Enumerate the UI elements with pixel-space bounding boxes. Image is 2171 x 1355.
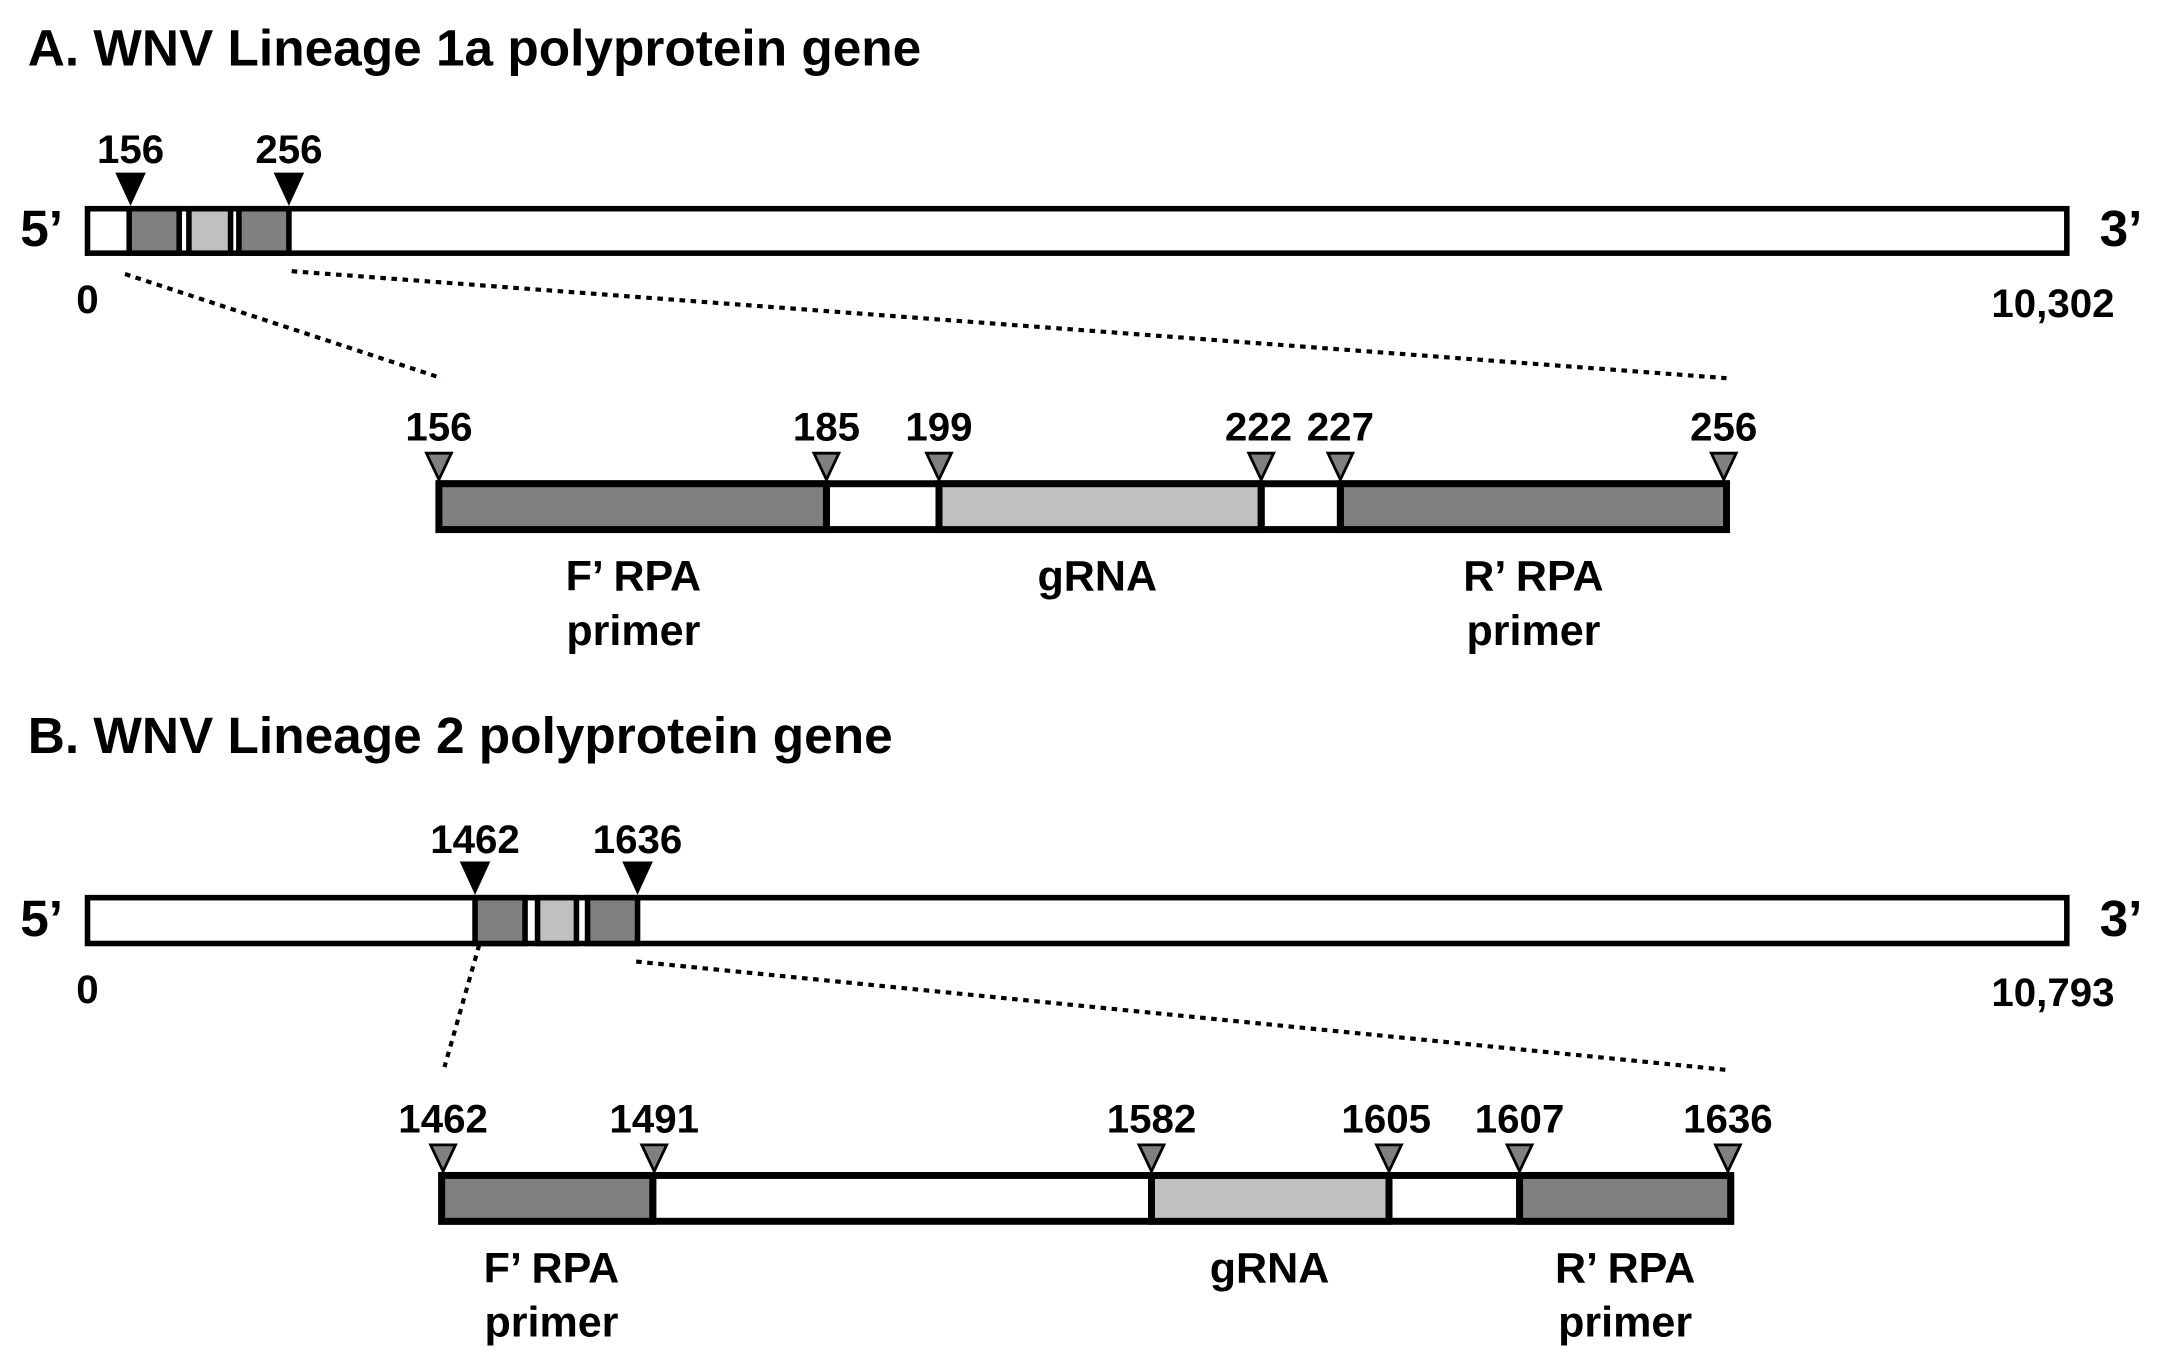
zoom-marker bbox=[811, 451, 842, 483]
zoom-marker bbox=[1504, 1143, 1535, 1175]
zoom-region bbox=[1148, 1171, 1393, 1225]
panel-title: B. WNV Lineage 2 polyprotein gene bbox=[28, 706, 893, 764]
segment-label: primer bbox=[1466, 607, 1600, 655]
zoom-region bbox=[1336, 480, 1730, 534]
gene-region bbox=[534, 894, 580, 947]
zoom-marker-label: 156 bbox=[405, 405, 472, 450]
zoom-guide bbox=[291, 269, 1727, 381]
zoom-guide bbox=[124, 272, 443, 381]
gene-region bbox=[584, 894, 641, 947]
zoom-marker bbox=[1713, 1143, 1743, 1175]
segment-label: R’ RPA bbox=[1463, 553, 1603, 601]
gene-region bbox=[186, 205, 234, 256]
marker-label: 256 bbox=[255, 127, 322, 172]
segment-label: gRNA bbox=[1210, 1244, 1330, 1292]
marker-label: 1636 bbox=[593, 817, 683, 862]
zoom-marker bbox=[1374, 1143, 1404, 1175]
gene-bar bbox=[84, 205, 2070, 256]
zoom-marker-label: 1605 bbox=[1341, 1096, 1431, 1141]
zoom-marker-label: 1607 bbox=[1475, 1096, 1565, 1141]
zoom-marker bbox=[1246, 451, 1276, 483]
segment-label: F’ RPA bbox=[484, 1244, 620, 1292]
five-prime: 5’ bbox=[20, 199, 63, 257]
segment-label: primer bbox=[566, 607, 700, 655]
end-position: 10,302 bbox=[1991, 281, 2114, 326]
zoom-marker bbox=[1709, 451, 1739, 483]
zoom-bar bbox=[438, 1171, 1735, 1225]
zoom-region bbox=[935, 480, 1265, 534]
marker bbox=[459, 861, 491, 895]
segment-label: R’ RPA bbox=[1555, 1244, 1695, 1292]
zoom-marker bbox=[1136, 1143, 1167, 1175]
zoom-marker-label: 1636 bbox=[1683, 1096, 1773, 1141]
zoom-marker-label: 185 bbox=[793, 405, 860, 450]
gene-bar bbox=[84, 894, 2070, 947]
marker-label: 156 bbox=[97, 127, 164, 172]
zoom-marker-label: 256 bbox=[1690, 405, 1757, 450]
zoom-region bbox=[1516, 1171, 1735, 1225]
zoom-region bbox=[435, 480, 830, 534]
gene-region bbox=[236, 205, 292, 256]
zoom-marker-label: 1462 bbox=[398, 1096, 488, 1141]
marker bbox=[273, 172, 305, 206]
marker bbox=[115, 172, 146, 206]
gene-region bbox=[472, 894, 528, 947]
start-position: 0 bbox=[76, 967, 98, 1012]
three-prime: 3’ bbox=[2100, 199, 2143, 257]
zoom-marker-label: 227 bbox=[1307, 405, 1374, 450]
zoom-marker-label: 222 bbox=[1225, 405, 1292, 450]
segment-label: F’ RPA bbox=[566, 553, 702, 601]
zoom-marker-label: 1491 bbox=[609, 1096, 699, 1141]
segment-label: primer bbox=[1558, 1299, 1692, 1347]
zoom-marker bbox=[428, 1143, 458, 1175]
zoom-marker bbox=[924, 451, 954, 483]
end-position: 10,793 bbox=[1991, 970, 2114, 1015]
panel-title: A. WNV Lineage 1a polyprotein gene bbox=[28, 19, 922, 77]
segment-label: gRNA bbox=[1038, 553, 1158, 601]
five-prime: 5’ bbox=[20, 889, 63, 947]
zoom-marker-label: 199 bbox=[905, 405, 972, 450]
start-position: 0 bbox=[76, 277, 98, 322]
zoom-guide bbox=[442, 944, 482, 1068]
zoom-marker bbox=[1325, 451, 1356, 483]
zoom-guide bbox=[635, 959, 1727, 1072]
zoom-marker bbox=[639, 1143, 669, 1175]
marker bbox=[622, 861, 653, 895]
zoom-region bbox=[438, 1171, 657, 1225]
zoom-marker bbox=[424, 451, 454, 483]
three-prime: 3’ bbox=[2100, 889, 2143, 947]
segment-label: primer bbox=[484, 1299, 618, 1347]
marker-label: 1462 bbox=[430, 817, 520, 862]
gene-region bbox=[126, 205, 182, 256]
zoom-marker-label: 1582 bbox=[1107, 1096, 1197, 1141]
